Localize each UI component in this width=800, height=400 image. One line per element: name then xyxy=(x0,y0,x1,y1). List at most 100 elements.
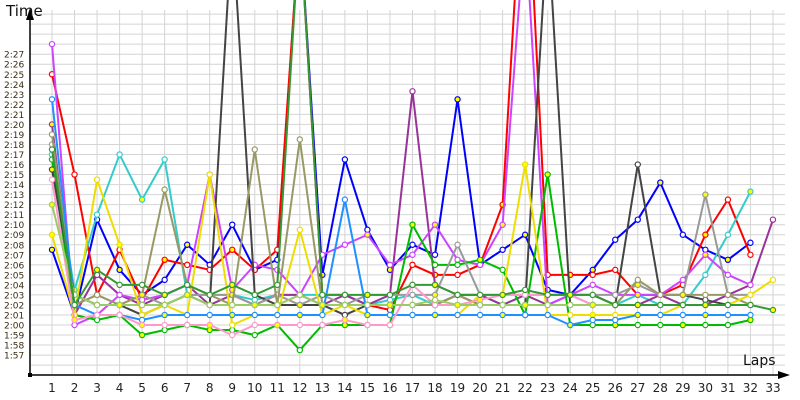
y-tick-label: 2:01 xyxy=(4,311,24,321)
x-tick-label: 4 xyxy=(116,381,124,395)
data-point xyxy=(138,331,146,339)
data-point xyxy=(71,171,78,178)
data-point xyxy=(454,311,461,319)
data-point xyxy=(296,301,304,309)
data-point xyxy=(229,221,236,228)
data-point xyxy=(589,301,596,309)
data-point xyxy=(71,316,78,324)
data-point xyxy=(319,301,326,309)
data-point xyxy=(544,301,551,309)
series-2 xyxy=(48,0,754,314)
data-point xyxy=(409,241,416,248)
data-point xyxy=(521,161,529,168)
data-point xyxy=(634,321,641,329)
data-point xyxy=(589,271,596,279)
series-14 xyxy=(48,0,777,314)
data-point xyxy=(431,311,439,319)
data-point xyxy=(183,281,191,289)
data-point xyxy=(206,311,213,319)
data-point xyxy=(161,291,168,299)
data-point xyxy=(48,96,56,103)
data-point xyxy=(161,321,168,329)
data-point xyxy=(183,261,191,269)
data-point xyxy=(48,146,56,153)
data-point xyxy=(724,321,732,329)
axes xyxy=(26,8,790,379)
series-line xyxy=(51,159,751,352)
data-point xyxy=(341,301,349,309)
data-point xyxy=(229,331,236,339)
data-point xyxy=(612,291,619,299)
data-point xyxy=(48,40,56,48)
data-point xyxy=(634,161,641,168)
data-point xyxy=(206,171,213,178)
data-point xyxy=(364,291,371,299)
x-tick-label: 23 xyxy=(540,381,555,395)
x-tick-label: 21 xyxy=(495,381,510,395)
data-point xyxy=(341,196,349,203)
data-point xyxy=(183,321,191,329)
data-point xyxy=(566,291,574,299)
data-point xyxy=(657,321,664,329)
data-point xyxy=(431,281,439,289)
data-point xyxy=(409,291,416,299)
data-point xyxy=(296,346,304,354)
data-point xyxy=(702,231,709,238)
data-point xyxy=(747,251,754,258)
y-tick-label: 2:00 xyxy=(4,322,24,332)
data-point xyxy=(724,301,732,309)
y-tick-label: 2:22 xyxy=(4,101,24,111)
data-point xyxy=(341,316,349,324)
x-tick-label: 20 xyxy=(472,381,487,395)
x-tick-label: 13 xyxy=(315,381,330,395)
x-tick-label: 7 xyxy=(183,381,191,395)
data-point xyxy=(161,256,168,264)
data-point xyxy=(747,301,754,309)
series-line xyxy=(51,99,751,327)
data-point xyxy=(93,211,101,218)
data-point xyxy=(386,311,394,319)
x-tick-label: 12 xyxy=(292,381,307,395)
data-point xyxy=(747,188,754,195)
data-point xyxy=(93,301,101,309)
y-tick-label: 2:18 xyxy=(4,141,24,151)
data-point xyxy=(702,291,709,299)
data-point xyxy=(521,231,529,238)
x-tick-label: 27 xyxy=(630,381,645,395)
x-tick-label: 15 xyxy=(360,381,375,395)
y-tick-label: 2:23 xyxy=(4,91,24,101)
data-point xyxy=(544,171,551,178)
data-point xyxy=(116,301,123,309)
data-point xyxy=(161,311,168,319)
y-axis-arrow xyxy=(26,8,34,20)
data-point xyxy=(229,281,236,289)
data-point xyxy=(386,291,394,299)
data-point xyxy=(251,311,258,319)
data-point xyxy=(183,241,191,248)
data-point xyxy=(93,266,101,274)
x-tick-label: 32 xyxy=(743,381,758,395)
data-point xyxy=(251,331,258,339)
data-point xyxy=(229,321,236,329)
data-point xyxy=(566,311,574,319)
data-point xyxy=(409,88,416,95)
tick-labels: 1 2 3 4 5 6 7 8 9 10 11 12 13 14 15 16 17 18 19 20 21 22 23 24 2… xyxy=(4,51,781,395)
data-point xyxy=(93,311,101,319)
data-point xyxy=(93,291,101,299)
x-tick-label: 11 xyxy=(270,381,285,395)
data-point xyxy=(657,291,664,299)
data-point xyxy=(612,266,619,274)
data-point xyxy=(702,191,709,198)
x-tick-label: 16 xyxy=(382,381,397,395)
data-point xyxy=(409,301,416,309)
data-point xyxy=(206,321,213,329)
data-point xyxy=(724,271,732,279)
data-point xyxy=(116,151,123,158)
x-tick-label: 2 xyxy=(71,381,79,395)
data-point xyxy=(634,216,641,223)
data-point xyxy=(499,221,506,228)
data-point xyxy=(183,291,191,299)
y-tick-label: 2:13 xyxy=(4,191,24,201)
data-point xyxy=(702,301,709,309)
data-point xyxy=(274,281,281,289)
